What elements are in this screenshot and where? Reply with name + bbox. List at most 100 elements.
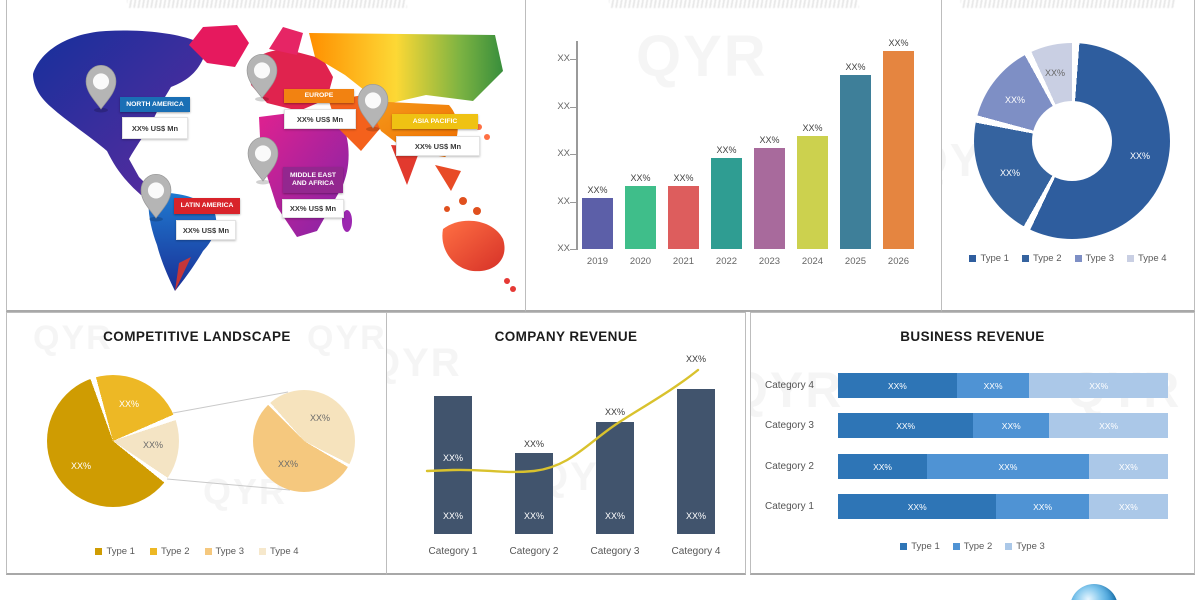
legend-label: Type 3 <box>1016 541 1045 552</box>
island-sea-2 <box>473 207 481 215</box>
bar-segment: XX% <box>1049 413 1168 438</box>
x-axis-tick-label: 2019 <box>586 256 609 267</box>
legend-label: Type 1 <box>980 253 1009 264</box>
x-axis-tick-label: 2026 <box>887 256 910 267</box>
panel-market-growth: QYR XX% 2019 XX% 2020 XX% 2021 XX% 2022 XX% 2023 X… <box>525 0 943 312</box>
legend-label: Type 4 <box>1138 253 1167 264</box>
stacked-bar: XX% XX% XX% <box>838 454 1168 479</box>
segment-value-label: XX% <box>142 440 164 450</box>
bar-segment: XX% <box>1088 454 1168 479</box>
bar-group: XX% 2023 <box>754 43 785 267</box>
pin-asia-pacific <box>357 83 389 132</box>
bar-group: XX% 2019 <box>582 43 613 267</box>
region-scandinavia <box>269 27 303 55</box>
bar-value-label: XX% <box>685 511 706 521</box>
line-value-label: XX% <box>685 354 707 364</box>
island-madagascar <box>342 210 352 232</box>
region-label-middle-east-africa: MIDDLE EAST AND AFRICA <box>283 167 343 193</box>
region-label-europe: EUROPE <box>284 89 354 103</box>
bar-value-label: XX% <box>442 511 463 521</box>
legend-item: Type 4 <box>1127 253 1167 264</box>
island-sea-1 <box>459 197 467 205</box>
bar-value-label: XX% <box>523 511 544 521</box>
bar-group: XX% Category 3 <box>591 422 639 557</box>
segment-value-label: XX% <box>1099 420 1119 431</box>
panel-title: COMPANY REVENUE <box>494 329 638 344</box>
x-axis-tick-label: 2020 <box>629 256 652 267</box>
island-greenland <box>189 25 249 67</box>
bar-group: XX% Category 4 <box>672 389 720 557</box>
continent-south-america <box>148 192 217 291</box>
bar <box>840 75 871 249</box>
region-value-north-america: XX% US$ Mn <box>122 117 188 139</box>
legend-label: Type 3 <box>1085 253 1115 264</box>
bar-value-label: XX% <box>673 173 694 183</box>
bar-segment: XX% <box>1088 494 1168 519</box>
bar-group: XX% 2021 <box>668 43 699 267</box>
y-axis-tick-label: XX <box>557 100 570 112</box>
bar-value-label: XX% <box>888 38 909 48</box>
region-patagonia <box>175 257 191 291</box>
bar-segment: XX% <box>996 494 1089 519</box>
bar <box>582 198 613 249</box>
legend-marker <box>149 548 157 555</box>
bar-group: XX% 2024 <box>797 43 828 267</box>
secondary-pie-chart <box>253 390 355 492</box>
y-axis-tick <box>570 154 576 155</box>
qyr-watermark: QYR <box>751 362 844 418</box>
segment-value-label: XX% <box>1118 501 1138 512</box>
bar-segment: XX% <box>838 494 997 519</box>
qyr-watermark: QYR <box>33 319 113 357</box>
bar-value-label: XX% <box>759 135 780 145</box>
continent-north-america <box>33 30 203 196</box>
bar-group: XX% 2020 <box>625 43 656 267</box>
segment-value-label: XX% <box>1004 95 1026 105</box>
legend-item: Type 1 <box>969 253 1009 264</box>
legend-marker <box>95 548 103 555</box>
panel-region-map: NORTH AMERICA XX% US$ Mn EUROPE XX% US$ … <box>6 0 527 312</box>
segment-value-label: XX% <box>983 380 1003 391</box>
segment-value-label: XX% <box>873 461 892 472</box>
legend-label: Type 2 <box>1032 253 1062 264</box>
segment-value-label: XX% <box>277 459 299 469</box>
continent-australia <box>442 220 505 272</box>
bar <box>754 148 785 249</box>
bar-segment: XX% <box>838 413 974 438</box>
y-axis-line <box>576 41 578 250</box>
segment-value-label: XX% <box>998 461 1018 472</box>
segment-value-label: XX% <box>887 380 907 391</box>
legend-item: Type 3 <box>204 546 244 557</box>
y-axis-tick-label: XX <box>557 53 570 64</box>
bar-group: XX% 2022 <box>711 43 742 267</box>
category-label: Category 3 <box>765 420 814 431</box>
y-axis-tick <box>570 59 576 60</box>
line-value-label: XX% <box>604 407 626 417</box>
legend-item: Type 1 <box>900 541 940 552</box>
competitive-legend: Type 1 Type 2 Type 3 Type 4 <box>7 546 387 557</box>
segment-value-label: XX% <box>999 168 1021 178</box>
bar-segment: XX% <box>1029 373 1168 398</box>
legend-label: Type 2 <box>963 541 993 552</box>
bar <box>711 158 742 249</box>
donut-legend: Type 1 Type 2 Type 3 Type 4 <box>942 253 1194 264</box>
bar-group: XX% Category 2 <box>510 453 558 557</box>
line-value-label: XX% <box>523 439 545 449</box>
growth-bars: XX% 2019 XX% 2020 XX% 2021 XX% 2022 XX% 2023 XX% 20… <box>582 38 914 267</box>
globe-logo-icon <box>1070 584 1118 600</box>
panel-company-revenue: QYR QYR COMPANY REVENUE XX%Category 1XX%… <box>386 312 746 575</box>
bar-value-label: XX% <box>802 123 823 133</box>
bar <box>797 136 828 249</box>
bar-value-label: XX% <box>587 185 608 195</box>
qyr-watermark: QYR <box>307 319 387 357</box>
bar <box>668 186 699 249</box>
main-pie-chart <box>47 375 179 507</box>
island-japan-2 <box>484 134 490 140</box>
x-axis-tick-label: Category 4 <box>671 546 721 557</box>
panel-title: COMPETITIVE LANDSCAPE <box>103 329 291 344</box>
island-nz-1 <box>504 278 510 284</box>
stacked-bar: XX% XX% XX% <box>838 413 1168 438</box>
legend-label: Type 1 <box>106 546 135 557</box>
region-label-asia-pacific: ASIA PACIFIC <box>392 114 478 129</box>
world-map <box>33 25 516 292</box>
x-axis-tick-label: Category 2 <box>509 546 559 557</box>
